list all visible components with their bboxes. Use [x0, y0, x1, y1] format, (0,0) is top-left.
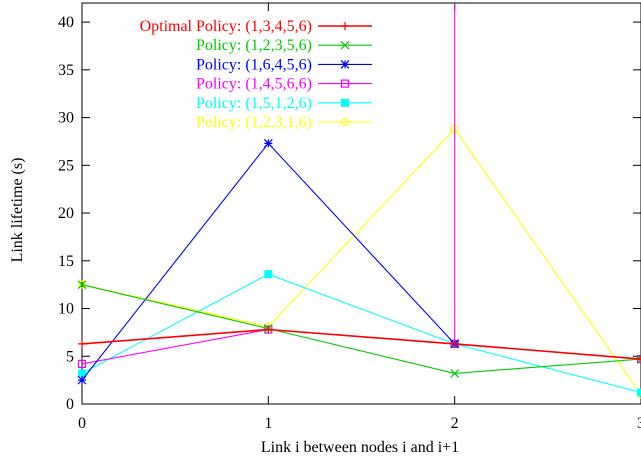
y-axis-label: Link lifetime (s): [9, 158, 26, 263]
y-tick-label: 35: [58, 62, 74, 79]
y-tick-label: 15: [58, 253, 74, 270]
series-lines: [78, 3, 641, 398]
series-4: [79, 3, 641, 367]
legend-label: Policy: (1,4,5,6,6): [196, 76, 312, 93]
series-2: [78, 281, 641, 378]
data-point: [78, 340, 86, 348]
y-tick-label: 40: [58, 14, 74, 31]
data-point: [78, 376, 86, 384]
series-line: [82, 129, 641, 395]
y-tick-label: 10: [58, 301, 74, 318]
legend-marker: [341, 22, 349, 30]
data-point: [265, 271, 272, 278]
legend-label: Policy: (1,6,4,5,6): [196, 56, 312, 73]
series-line: [82, 143, 641, 380]
legend-label: Optimal Policy: (1,3,4,5,6): [140, 18, 312, 35]
data-point: [264, 326, 272, 334]
y-tick-label: 30: [58, 110, 74, 127]
series-6: [79, 126, 641, 398]
y-tick-label: 25: [58, 157, 74, 174]
x-tick-label: 2: [451, 415, 459, 432]
data-point: [638, 389, 641, 396]
legend: Optimal Policy: (1,3,4,5,6) Policy: (1,2,…: [140, 18, 372, 131]
x-axis-label: Link i between nodes i and i+1: [261, 439, 459, 456]
series-line: [82, 3, 641, 364]
data-point: [79, 370, 86, 377]
legend-label: Policy: (1,2,3,5,6): [196, 37, 312, 54]
series-5: [79, 271, 641, 396]
y-tick-label: 20: [58, 205, 74, 222]
plot-frame: [82, 3, 641, 404]
data-point: [264, 139, 272, 147]
series-line: [82, 330, 641, 360]
series-line: [82, 274, 641, 392]
y-tick-label: 5: [66, 348, 74, 365]
x-tick-label: 0: [78, 415, 86, 432]
legend-marker: [342, 99, 349, 106]
x-tick-label: 3: [637, 415, 641, 432]
legend-label: Policy: (1,5,1,2,6): [196, 95, 312, 112]
x-tick-label: 1: [264, 415, 272, 432]
legend-label: Policy: (1,2,3,1,6): [196, 114, 312, 131]
legend-marker: [341, 60, 349, 68]
y-tick-label: 0: [66, 396, 74, 413]
series-3: [78, 139, 641, 384]
axes: 0 5 10 15 20 25 30 35 40 0 1 2 3: [58, 3, 641, 432]
